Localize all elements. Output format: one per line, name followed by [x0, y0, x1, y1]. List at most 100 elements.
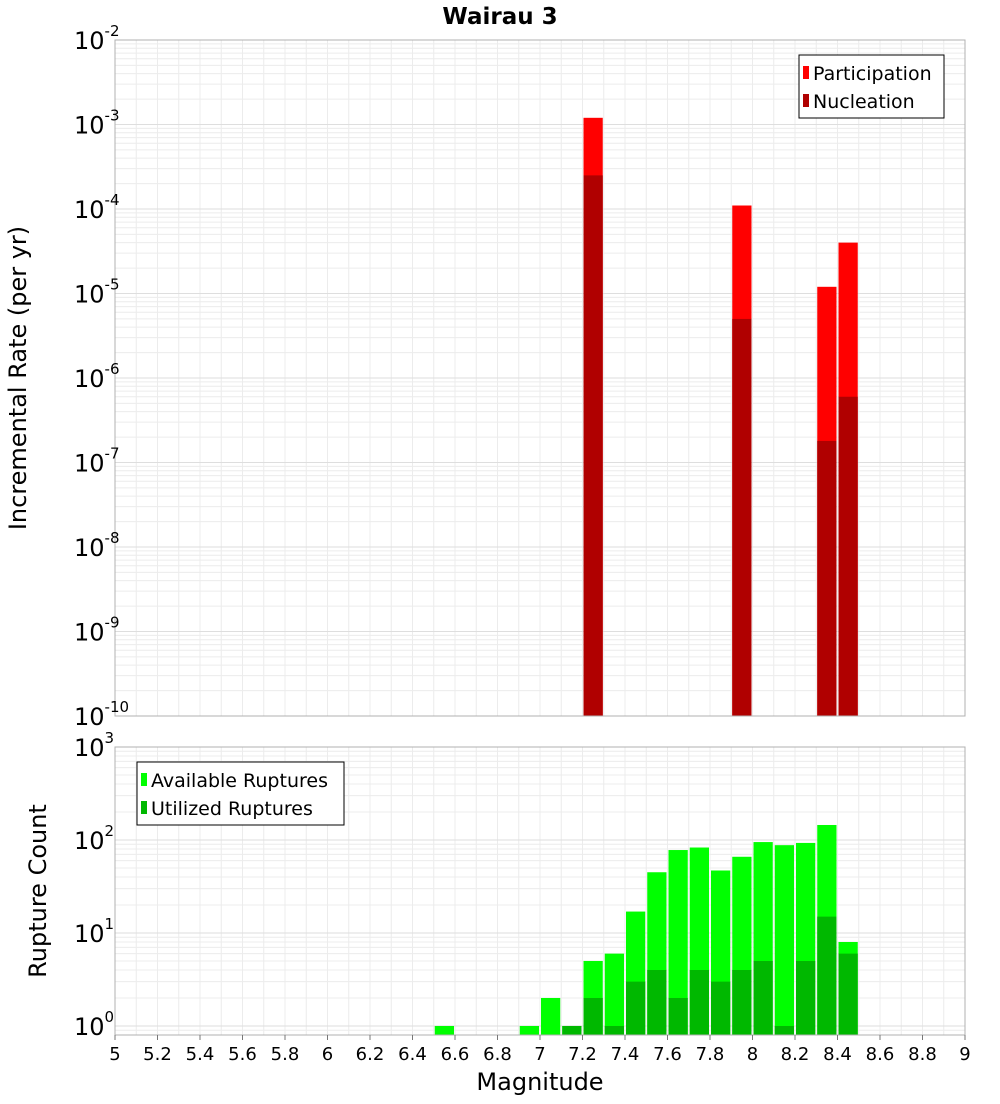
- y-tick-exponent: 0: [105, 1008, 115, 1026]
- x-tick-label: 5.8: [271, 1044, 300, 1065]
- legend-box: [136, 761, 345, 826]
- x-tick-label: 7.2: [568, 1044, 597, 1065]
- bar-utilized-ruptures: [626, 981, 646, 1035]
- x-tick-label: 6.4: [398, 1044, 427, 1065]
- top-panel-y-axis-label: Incremental Rate (per yr): [4, 226, 32, 530]
- y-tick-base: 10: [74, 734, 105, 762]
- bar-available-ruptures: [434, 1025, 454, 1035]
- bar-utilized-ruptures: [711, 981, 731, 1035]
- x-tick-label: 8.6: [866, 1044, 895, 1065]
- y-tick-base: 10: [74, 450, 105, 478]
- y-tick-base: 10: [74, 365, 105, 393]
- x-tick-label: 8.2: [781, 1044, 810, 1065]
- bottom-panel-legend: Available Ruptures Utilized Ruptures: [136, 761, 345, 826]
- x-tick-label: 8: [747, 1044, 758, 1065]
- top-panel-frame: [114, 39, 966, 717]
- y-tick-exponent: -6: [105, 360, 120, 378]
- legend-swatch: [141, 773, 147, 786]
- x-tick-label: 7.4: [611, 1044, 640, 1065]
- y-tick-base: 10: [74, 281, 105, 309]
- bar-utilized-ruptures: [647, 969, 667, 1035]
- y-tick-exponent: -3: [105, 107, 120, 125]
- bottom-panel-bars: [434, 824, 858, 1035]
- bar-utilized-ruptures: [774, 1025, 794, 1035]
- bar-utilized-ruptures: [583, 997, 603, 1035]
- bar-available-ruptures: [774, 845, 794, 1035]
- y-tick-base: 10: [74, 920, 105, 948]
- y-tick-exponent: -9: [105, 614, 120, 632]
- y-tick-label: 100: [74, 1008, 114, 1041]
- legend-swatch: [141, 801, 147, 814]
- bottom-panel-x-ticks: 5 5.2 5.4 5.6 5.8 6 6.2 6.4 6.6 6.8 7 7.2 7.4 7.6 7.8 8…: [109, 1035, 971, 1065]
- bar-available-ruptures: [519, 1025, 539, 1035]
- bar-utilized-ruptures: [604, 1025, 624, 1035]
- legend-label: Nucleation: [813, 91, 915, 113]
- x-tick-label: 6.6: [441, 1044, 470, 1065]
- x-tick-label: 6: [322, 1044, 333, 1065]
- x-tick-label: 8.4: [823, 1044, 852, 1065]
- bar-nucleation: [583, 175, 603, 716]
- x-tick-label: 7.6: [653, 1044, 682, 1065]
- x-tick-label: 6.8: [483, 1044, 512, 1065]
- y-tick-label: 10-2: [74, 22, 120, 55]
- bar-nucleation: [817, 440, 837, 716]
- y-tick-exponent: -7: [105, 445, 120, 463]
- bottom-panel-y-axis-label: Rupture Count: [24, 804, 52, 978]
- legend-swatch: [803, 66, 809, 79]
- bar-utilized-ruptures: [817, 916, 837, 1035]
- y-tick-base: 10: [74, 196, 105, 224]
- bar-utilized-ruptures: [796, 960, 816, 1035]
- y-tick-label: 10-10: [74, 698, 129, 731]
- bar-utilized-ruptures: [753, 960, 773, 1035]
- y-tick-label: 10-4: [74, 191, 120, 224]
- y-tick-label: 10-5: [74, 276, 120, 309]
- bar-available-ruptures: [604, 953, 624, 1035]
- legend-box: [798, 54, 945, 119]
- y-tick-exponent: -2: [105, 22, 120, 40]
- x-tick-label: 5: [109, 1044, 120, 1065]
- y-tick-base: 10: [74, 534, 105, 562]
- y-tick-base: 10: [74, 112, 105, 140]
- top-panel-bars: [583, 117, 858, 717]
- x-tick-label: 8.8: [908, 1044, 937, 1065]
- legend-label: Available Ruptures: [151, 770, 328, 792]
- bar-nucleation: [838, 396, 858, 716]
- legend-label: Utilized Ruptures: [151, 798, 313, 820]
- bar-utilized-ruptures: [562, 1025, 582, 1035]
- x-tick-label: 7: [534, 1044, 545, 1065]
- legend-swatch: [803, 94, 809, 107]
- y-tick-base: 10: [74, 27, 105, 55]
- y-tick-base: 10: [74, 1013, 105, 1041]
- y-tick-exponent: -10: [105, 698, 130, 716]
- x-axis-label: Magnitude: [476, 1068, 603, 1096]
- y-tick-exponent: 3: [105, 729, 115, 747]
- x-tick-label: 5.4: [186, 1044, 215, 1065]
- bar-utilized-ruptures: [668, 997, 688, 1035]
- y-tick-exponent: 1: [105, 915, 115, 933]
- y-tick-label: 10-8: [74, 529, 120, 562]
- bar-utilized-ruptures: [689, 969, 709, 1035]
- y-tick-label: 103: [74, 729, 114, 762]
- bar-utilized-ruptures: [838, 953, 858, 1035]
- x-tick-label: 5.6: [228, 1044, 257, 1065]
- legend-label: Participation: [813, 63, 932, 85]
- y-tick-exponent: 2: [105, 822, 115, 840]
- y-tick-label: 102: [74, 822, 114, 855]
- y-tick-label: 10-6: [74, 360, 120, 393]
- x-tick-label: 6.2: [356, 1044, 385, 1065]
- x-tick-label: 7.8: [696, 1044, 725, 1065]
- y-tick-base: 10: [74, 827, 105, 855]
- y-tick-label: 10-3: [74, 107, 120, 140]
- y-tick-label: 10-9: [74, 614, 120, 647]
- y-tick-base: 10: [74, 703, 105, 731]
- x-tick-label: 9: [959, 1044, 970, 1065]
- x-tick-label: 5.2: [143, 1044, 172, 1065]
- top-panel-legend: Participation Nucleation: [798, 54, 945, 119]
- y-tick-exponent: -8: [105, 529, 120, 547]
- chart-title: Wairau 3: [442, 4, 557, 30]
- bar-nucleation: [732, 318, 752, 716]
